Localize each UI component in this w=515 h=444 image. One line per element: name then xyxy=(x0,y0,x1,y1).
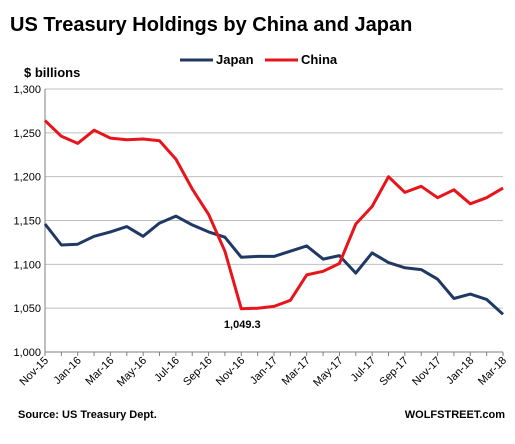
x-tick-label: Jan-17 xyxy=(248,355,280,387)
y-tick-label: 1,150 xyxy=(13,216,41,228)
x-tick-label: May-17 xyxy=(311,355,345,389)
x-tick-label: May-16 xyxy=(115,355,149,389)
x-tick-label: Jan-18 xyxy=(444,355,476,387)
x-tick-label: Sep-17 xyxy=(377,355,411,389)
y-axis-ticks: 1,000 1,050 1,100 1,150 1,200 1,250 1,300 xyxy=(13,84,41,359)
x-tick-label: Nov-16 xyxy=(214,355,248,389)
annotation-label: 1,049.3 xyxy=(224,319,261,331)
x-tick-label: Mar-16 xyxy=(83,355,116,388)
x-tick-label: Jul-16 xyxy=(152,355,182,385)
y-tick-label: 1,300 xyxy=(13,84,41,96)
series-line-china xyxy=(43,119,504,311)
legend: Japan China xyxy=(180,52,338,67)
y-tick-label: 1,200 xyxy=(13,172,41,184)
x-tick-label: Jan-16 xyxy=(52,355,84,387)
brand-label: WOLFSTREET.com xyxy=(405,409,505,421)
x-tick-label: Mar-17 xyxy=(280,355,313,388)
axes xyxy=(44,89,504,356)
x-tick-label: Mar-18 xyxy=(476,355,509,388)
x-tick-label: Jul-17 xyxy=(349,355,379,385)
x-tick-label: Nov-15 xyxy=(18,355,52,389)
y-tick-label: 1,000 xyxy=(13,347,41,359)
y-tick-label: 1,250 xyxy=(13,128,41,140)
x-tick-label: Nov-17 xyxy=(410,355,444,389)
source-note: Source: US Treasury Dept. xyxy=(18,409,157,421)
series-line-japan xyxy=(43,214,505,316)
chart-title: US Treasury Holdings by China and Japan xyxy=(10,14,412,36)
y-axis-label: $ billions xyxy=(24,65,80,80)
annotations: 1,049.3 xyxy=(224,319,261,331)
x-tick-label: Sep-16 xyxy=(181,355,215,389)
gridlines xyxy=(45,88,503,353)
y-tick-label: 1,050 xyxy=(13,303,41,315)
y-tick-label: 1,100 xyxy=(13,259,41,271)
legend-label-china: China xyxy=(301,52,338,67)
legend-label-japan: Japan xyxy=(216,52,254,67)
series-lines xyxy=(43,119,505,316)
